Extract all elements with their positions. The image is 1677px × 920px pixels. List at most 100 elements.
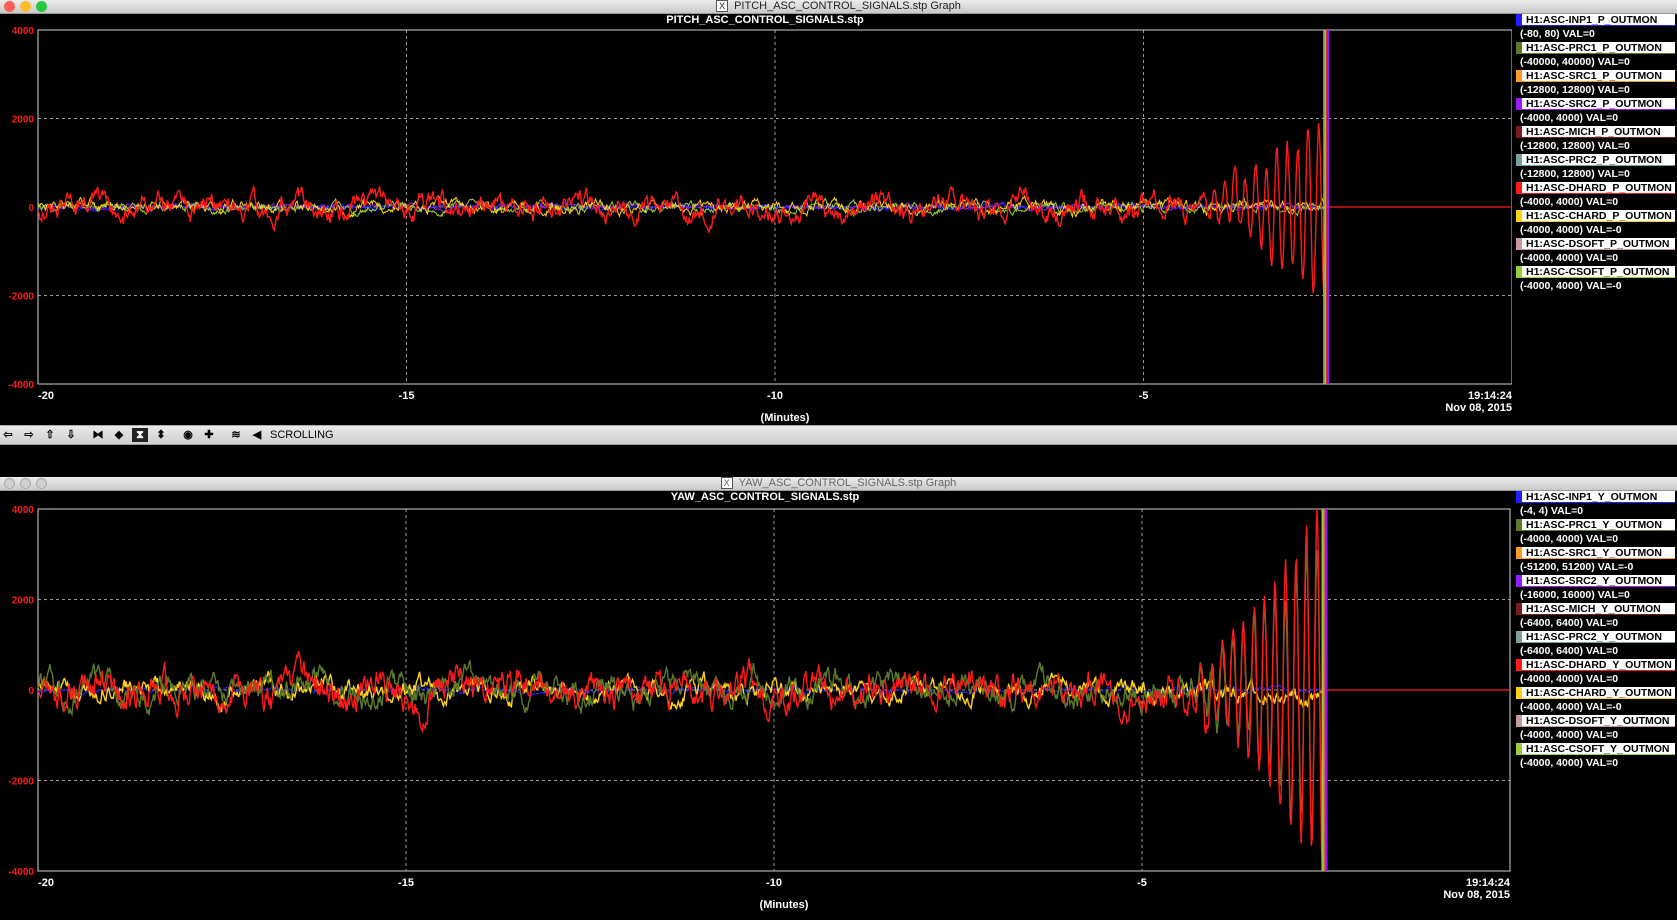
legend-channel-name: H1:ASC-PRC1_P_OUTMON [1516,42,1675,54]
zoom-out-y-icon[interactable]: ⬍ [156,429,166,441]
legend-channel-name: H1:ASC-INP1_P_OUTMON [1516,14,1675,26]
y-tick-label: -4000 [8,380,34,391]
legend-entry[interactable]: H1:ASC-DSOFT_P_OUTMON (-4000, 4000) VAL=0 [1516,238,1677,266]
yaw-plot-area[interactable]: 4000 2000 0 -2000 -4000 -20 -15 -10 -5 (Minutes) 1… [0,491,1512,920]
yaw-legend[interactable]: H1:ASC-INP1_Y_OUTMON (-4, 4) VAL=0 H1:ASC-… [1516,491,1677,771]
legend-entry[interactable]: H1:ASC-SRC2_Y_OUTMON (-16000, 16000) VAL=… [1516,575,1677,603]
legend-entry[interactable]: H1:ASC-SRC2_P_OUTMON (-4000, 4000) VAL=0 [1516,98,1677,126]
timestamp-date: Nov 08, 2015 [1443,889,1510,901]
pitch-graph-panel[interactable]: PITCH_ASC_CONTROL_SIGNALS.stp 4000 2000 0 -… [0,14,1677,425]
legend-channel-range: (-6400, 6400) VAL=0 [1520,645,1619,657]
pitch-window-titlebar[interactable]: X PITCH_ASC_CONTROL_SIGNALS.stp Graph [0,0,1677,14]
legend-entry[interactable]: H1:ASC-CHARD_P_OUTMON (-4000, 4000) VAL=-… [1516,210,1677,238]
pitch-window-title: PITCH_ASC_CONTROL_SIGNALS.stp Graph [734,0,961,12]
y-tick-label: -4000 [8,867,34,878]
y-tick-label: -2000 [8,292,34,303]
yaw-window-titlebar[interactable]: X YAW_ASC_CONTROL_SIGNALS.stp Graph [0,477,1677,491]
legend-entry[interactable]: H1:ASC-CHARD_Y_OUTMON (-4000, 4000) VAL=-… [1516,687,1677,715]
legend-entry[interactable]: H1:ASC-DHARD_P_OUTMON (-4000, 4000) VAL=0 [1516,182,1677,210]
legend-entry[interactable]: H1:ASC-CSOFT_P_OUTMON (-4000, 4000) VAL=-… [1516,266,1677,294]
legend-channel-name: H1:ASC-MICH_Y_OUTMON [1516,603,1675,615]
pitch-plot-area[interactable]: 4000 2000 0 -2000 -4000 -20 -15 -10 -5 (Minutes) 1… [0,14,1512,425]
back-icon[interactable]: ◀ [252,429,262,441]
y-tick-label: 0 [28,686,34,697]
close-window-button[interactable] [4,478,15,489]
timestamp-time: 19:14:24 [1466,877,1511,889]
yaw-window-title: YAW_ASC_CONTROL_SIGNALS.stp Graph [738,477,957,489]
scroll-up-icon[interactable]: ⇧ [45,429,55,441]
legend-entry[interactable]: H1:ASC-PRC2_Y_OUTMON (-6400, 6400) VAL=0 [1516,631,1677,659]
legend-channel-name: H1:ASC-DSOFT_P_OUTMON [1516,238,1675,250]
legend-channel-range: (-12800, 12800) VAL=0 [1520,140,1630,152]
zoom-in-x-icon[interactable]: ⧓ [92,429,104,441]
legend-entry[interactable]: H1:ASC-CSOFT_Y_OUTMON (-4000, 4000) VAL=0 [1516,743,1677,771]
legend-channel-range: (-16000, 16000) VAL=0 [1520,589,1630,601]
legend-entry[interactable]: H1:ASC-DSOFT_Y_OUTMON (-4000, 4000) VAL=0 [1516,715,1677,743]
legend-channel-range: (-4000, 4000) VAL=-0 [1520,701,1622,713]
close-window-button[interactable] [4,1,15,12]
legend-channel-range: (-4000, 4000) VAL=-0 [1520,224,1622,236]
zoom-window-button[interactable] [36,1,47,12]
x-axis-label: (Minutes) [760,899,809,911]
legend-entry[interactable]: H1:ASC-MICH_P_OUTMON (-12800, 12800) VAL=… [1516,126,1677,154]
x11-icon: X [716,0,729,13]
legend-entry[interactable]: H1:ASC-PRC1_P_OUTMON (-40000, 40000) VAL=… [1516,42,1677,70]
legend-channel-name: H1:ASC-CHARD_Y_OUTMON [1516,687,1675,699]
y-tick-label: 4000 [12,26,35,37]
scroll-right-icon[interactable]: ⇨ [24,429,34,441]
pitch-legend[interactable]: H1:ASC-INP1_P_OUTMON (-80, 80) VAL=0 H1:AS… [1516,14,1677,294]
autoscale-icon[interactable]: ≋ [231,429,241,441]
legend-channel-range: (-4000, 4000) VAL=0 [1520,196,1619,208]
y-tick-label: 0 [28,203,34,214]
legend-entry[interactable]: H1:ASC-INP1_P_OUTMON (-80, 80) VAL=0 [1516,14,1677,42]
legend-channel-name: H1:ASC-DHARD_P_OUTMON [1516,182,1675,194]
legend-entry[interactable]: H1:ASC-INP1_Y_OUTMON (-4, 4) VAL=0 [1516,491,1677,519]
legend-channel-range: (-4000, 4000) VAL=0 [1520,533,1619,545]
legend-channel-name: H1:ASC-PRC1_Y_OUTMON [1516,519,1675,531]
minimize-window-button[interactable] [20,1,31,12]
scroll-left-icon[interactable]: ⇦ [3,429,13,441]
legend-channel-name: H1:ASC-SRC2_P_OUTMON [1516,98,1675,110]
legend-channel-range: (-4000, 4000) VAL=0 [1520,252,1619,264]
legend-entry[interactable]: H1:ASC-PRC1_Y_OUTMON (-4000, 4000) VAL=0 [1516,519,1677,547]
yaw-graph-panel[interactable]: YAW_ASC_CONTROL_SIGNALS.stp 4000 2000 0 -20… [0,491,1677,920]
legend-entry[interactable]: H1:ASC-SRC1_Y_OUTMON (-51200, 51200) VAL=… [1516,547,1677,575]
legend-channel-name: H1:ASC-INP1_Y_OUTMON [1516,491,1675,503]
y-tick-label: 2000 [12,596,35,607]
series-line [37,123,1325,299]
legend-channel-name: H1:ASC-CSOFT_Y_OUTMON [1516,743,1675,755]
x-tick-label: -10 [767,390,783,402]
legend-channel-range: (-12800, 12800) VAL=0 [1520,168,1630,180]
y-tick-label: -2000 [8,777,34,788]
legend-entry[interactable]: H1:ASC-DHARD_Y_OUTMON (-4000, 4000) VAL=0 [1516,659,1677,687]
x-tick-label: -5 [1137,877,1147,889]
legend-channel-name: H1:ASC-PRC2_Y_OUTMON [1516,631,1675,643]
legend-entry[interactable]: H1:ASC-PRC2_P_OUTMON (-12800, 12800) VAL=… [1516,154,1677,182]
crosshair-icon[interactable]: ✚ [204,429,214,441]
legend-channel-range: (-6400, 6400) VAL=0 [1520,617,1619,629]
series-line [37,194,1325,219]
series-line [37,508,1323,872]
legend-entry[interactable]: H1:ASC-MICH_Y_OUTMON (-6400, 6400) VAL=0 [1516,603,1677,631]
x-axis-label: (Minutes) [761,412,810,424]
legend-channel-name: H1:ASC-SRC1_P_OUTMON [1516,70,1675,82]
x-tick-label: -20 [38,390,54,402]
reset-icon[interactable]: ◉ [183,429,193,441]
legend-channel-range: (-40000, 40000) VAL=0 [1520,56,1630,68]
legend-channel-name: H1:ASC-SRC1_Y_OUTMON [1516,547,1675,559]
legend-channel-range: (-4000, 4000) VAL=0 [1520,757,1619,769]
zoom-in-y-icon[interactable]: ⧗ [132,428,148,442]
x-tick-label: -15 [399,390,415,402]
legend-channel-range: (-4000, 4000) VAL=0 [1520,729,1619,741]
zoom-out-x-icon[interactable]: ◆ [114,429,124,441]
zoom-window-button[interactable] [36,478,47,489]
minimize-window-button[interactable] [20,478,31,489]
legend-channel-range: (-4000, 4000) VAL=-0 [1520,280,1622,292]
legend-channel-name: H1:ASC-MICH_P_OUTMON [1516,126,1675,138]
timestamp-time: 19:14:24 [1468,390,1512,402]
legend-entry[interactable]: H1:ASC-SRC1_P_OUTMON (-12800, 12800) VAL=… [1516,70,1677,98]
x11-icon: X [720,477,733,490]
x-tick-label: -20 [38,877,54,889]
scroll-down-icon[interactable]: ⇩ [66,429,76,441]
mode-label: SCROLLING [270,429,334,441]
